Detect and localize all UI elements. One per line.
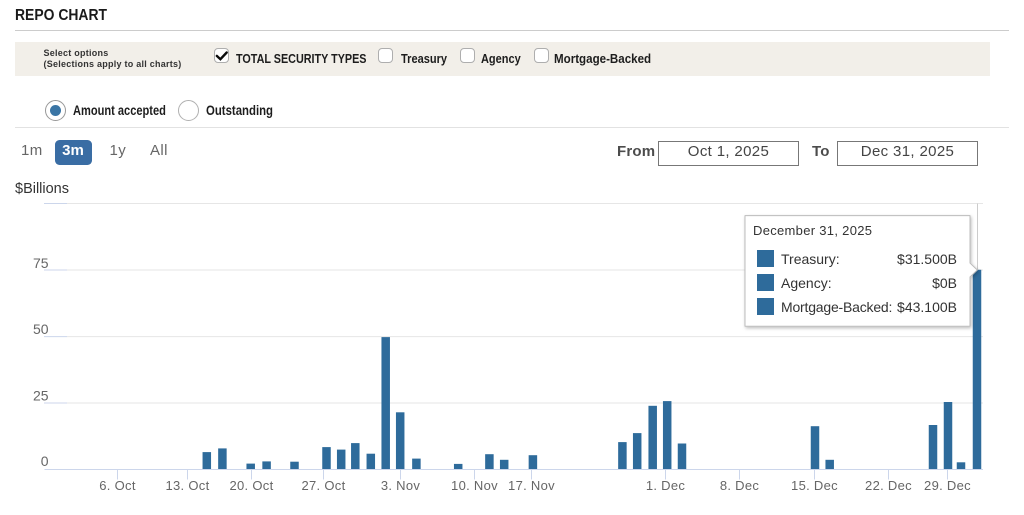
svg-text:13. Oct: 13. Oct: [165, 478, 209, 493]
svg-text:25: 25: [33, 387, 49, 403]
svg-text:50: 50: [33, 321, 49, 337]
svg-text:27. Oct: 27. Oct: [301, 478, 345, 493]
svg-text:6. Oct: 6. Oct: [99, 478, 136, 493]
svg-text:17. Nov: 17. Nov: [508, 478, 555, 493]
svg-text:22. Dec: 22. Dec: [865, 478, 912, 493]
svg-text:75: 75: [33, 255, 49, 271]
svg-text:8. Dec: 8. Dec: [720, 478, 760, 493]
svg-text:10. Nov: 10. Nov: [451, 478, 498, 493]
svg-text:29. Dec: 29. Dec: [924, 478, 971, 493]
svg-text:20. Oct: 20. Oct: [229, 478, 273, 493]
svg-text:0: 0: [41, 453, 49, 469]
svg-text:15. Dec: 15. Dec: [791, 478, 838, 493]
svg-text:1. Dec: 1. Dec: [646, 478, 686, 493]
svg-text:3. Nov: 3. Nov: [381, 478, 421, 493]
